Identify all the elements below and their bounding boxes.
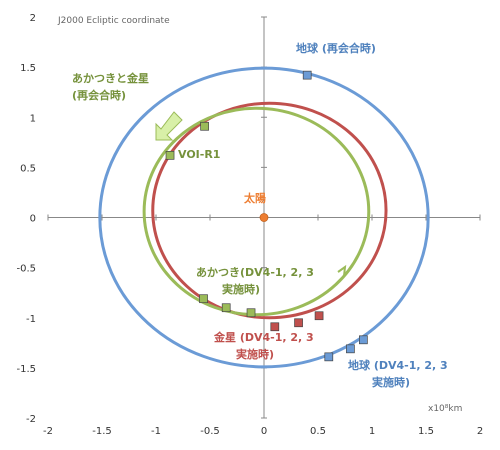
- data-points: [165, 70, 368, 362]
- earth-point: [359, 335, 368, 345]
- venus-point: [294, 318, 303, 328]
- akatsuki-point: [165, 150, 175, 160]
- y-tick-label: 0.5: [20, 163, 36, 174]
- earth-orbit: [98, 66, 430, 369]
- x-tick-label: -2: [43, 426, 53, 437]
- voi-label: VOI-R1: [178, 148, 220, 161]
- coordinate-note: J2000 Ecliptic coordinate: [57, 16, 170, 26]
- akatsuki-orbit-arrow-icon: [337, 264, 347, 277]
- y-tick-label: -1.5: [16, 364, 36, 375]
- akatsuki-dv-label-line1: あかつき(DV4-1, 2, 3: [196, 266, 314, 279]
- x-tick-label: 0.5: [310, 426, 326, 437]
- unit-label: x10⁸km: [428, 404, 462, 414]
- earth-reunion-label: 地球 (再会合時): [296, 41, 376, 55]
- x-tick-label: -1: [151, 426, 161, 437]
- x-tick-label: 1.5: [418, 426, 434, 437]
- x-tick-label: 2: [477, 426, 483, 437]
- y-tick-label: -0.5: [16, 264, 36, 275]
- sun-point: [259, 213, 269, 222]
- earth-dv-label-line2: 実施時): [372, 375, 410, 389]
- akatsuki-point: [221, 303, 231, 313]
- x-tick-label: 1: [369, 426, 375, 437]
- venus-dv-label-line2: 実施時): [236, 347, 274, 361]
- sun-label: 太陽: [243, 191, 266, 205]
- orbits: [98, 66, 430, 369]
- earth-dv-label-line1: 地球 (DV4-1, 2, 3: [348, 358, 448, 372]
- akatsuki-orbit: [142, 106, 371, 317]
- akatsuki-point: [200, 121, 209, 131]
- direction-arrow-icon: [155, 111, 183, 141]
- y-tick-label: 2: [30, 13, 36, 24]
- y-tick-label: 1: [30, 113, 36, 124]
- akatsuki-dv-label-line2: 実施時): [222, 282, 260, 296]
- earth-point: [324, 352, 334, 362]
- venus-point: [270, 322, 280, 332]
- y-tick-label: -2: [26, 414, 36, 425]
- earth-point: [302, 70, 312, 80]
- akatsuki-venus-label-line2: (再会合時): [72, 88, 126, 102]
- venus-dv-label-line1: 金星 (DV4-1, 2, 3: [213, 330, 314, 344]
- x-tick-label: -1.5: [92, 426, 112, 437]
- akatsuki-venus-label-line1: あかつきと金星: [72, 71, 149, 85]
- y-tick-label: 0: [30, 214, 36, 225]
- akatsuki-point: [246, 308, 256, 318]
- akatsuki-point: [199, 294, 208, 304]
- x-tick-labels: -2 -1.5 -1 -0.5 0 0.5 1 1.5 2: [43, 214, 483, 437]
- y-tick-label: 1.5: [20, 63, 36, 74]
- earth-point: [346, 344, 355, 354]
- venus-orbit: [151, 101, 388, 320]
- y-tick-label: -1: [26, 314, 36, 325]
- x-tick-label: -0.5: [200, 426, 220, 437]
- x-tick-label: 0: [261, 426, 267, 437]
- venus-point: [314, 311, 324, 321]
